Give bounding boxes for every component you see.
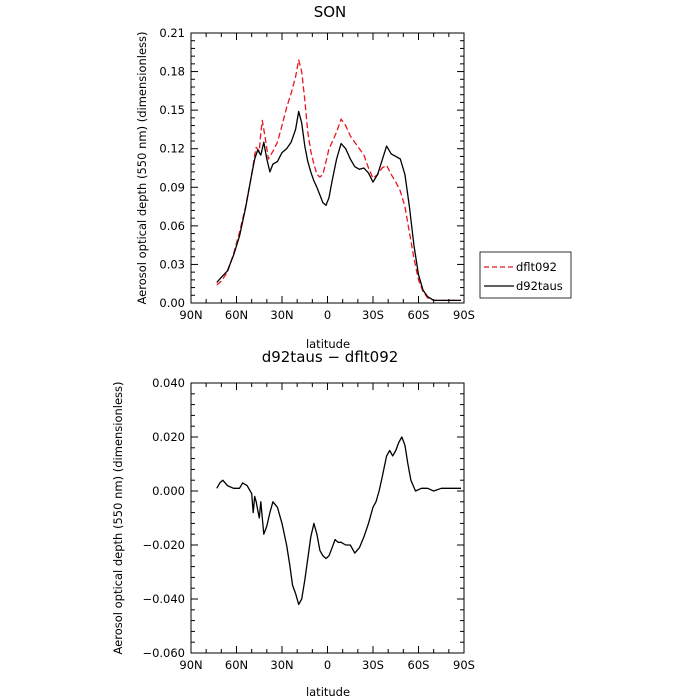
- chart-son: SON 90N 60N 30N 0 30S 60S 90S 0.00 0.03 0.06 0.09…: [135, 3, 475, 351]
- x-tick-label: 60N: [225, 658, 248, 672]
- y-tick-label: 0.020: [152, 430, 185, 444]
- y-tick-label: 0.00: [159, 296, 185, 310]
- legend-box: [479, 251, 572, 299]
- y-tick-label: −0.060: [142, 646, 185, 660]
- x-tick-label: 90N: [179, 308, 202, 322]
- y-tick-label: 0.09: [159, 180, 185, 194]
- y-tick-label: 0.06: [159, 219, 185, 233]
- x-tick-label: 60S: [408, 658, 430, 672]
- x-tick-labels: 90N 60N 30N 0 30S 60S 90S: [179, 308, 475, 322]
- x-tick-label: 60S: [408, 308, 430, 322]
- chart-difference: d92taus − dflt092 90N 60N 30N 0 30S 60S 90S −0…: [111, 348, 475, 699]
- series-line-d92taus: [216, 110, 461, 302]
- y-tick-label: −0.040: [142, 592, 185, 606]
- chart-title: SON: [314, 3, 347, 21]
- series-lines: [216, 59, 461, 302]
- plot-frame: [190, 32, 465, 304]
- x-tick-label: 30S: [362, 308, 384, 322]
- plot-frame: [190, 382, 465, 654]
- x-tick-label: 30N: [270, 658, 293, 672]
- y-tick-label: −0.020: [142, 538, 185, 552]
- x-tick-label: 60N: [225, 308, 248, 322]
- series-lines: [216, 436, 461, 606]
- x-axis-label: latitude: [306, 337, 350, 351]
- y-tick-labels: −0.060 −0.040 −0.020 0.000 0.020 0.040: [142, 376, 185, 660]
- y-axis-label: Aerosol optical depth (550 nm) (dimensio…: [111, 381, 125, 654]
- series-line-dflt092: [216, 59, 461, 302]
- y-tick-label: 0.12: [159, 142, 185, 156]
- y-tick-label: 0.040: [152, 376, 185, 390]
- x-tick-labels: 90N 60N 30N 0 30S 60S 90S: [179, 658, 475, 672]
- tick-marks: [190, 382, 465, 654]
- x-tick-label: 0: [324, 308, 331, 322]
- y-tick-label: 0.15: [159, 103, 185, 117]
- y-tick-label: 0.21: [159, 26, 185, 40]
- x-tick-label: 90S: [453, 308, 475, 322]
- x-tick-label: 0: [324, 658, 331, 672]
- tick-marks: [190, 32, 465, 304]
- y-tick-label: 0.18: [159, 65, 185, 79]
- y-tick-labels: 0.00 0.03 0.06 0.09 0.12 0.15 0.18 0.21: [159, 26, 185, 310]
- legend-label-dflt092: dflt092: [516, 260, 557, 274]
- series-line-difference: [216, 436, 461, 606]
- legend-label-d92taus: d92taus: [516, 279, 563, 293]
- legend: dflt092 d92taus: [479, 251, 572, 299]
- x-axis-label: latitude: [306, 685, 350, 699]
- chart-title: d92taus − dflt092: [262, 348, 399, 366]
- x-tick-label: 30N: [270, 308, 293, 322]
- y-tick-label: 0.000: [152, 484, 185, 498]
- x-tick-label: 90N: [179, 658, 202, 672]
- x-tick-label: 30S: [362, 658, 384, 672]
- x-tick-label: 90S: [453, 658, 475, 672]
- y-tick-label: 0.03: [159, 257, 185, 271]
- y-axis-label: Aerosol optical depth (550 nm) (dimensio…: [135, 31, 149, 304]
